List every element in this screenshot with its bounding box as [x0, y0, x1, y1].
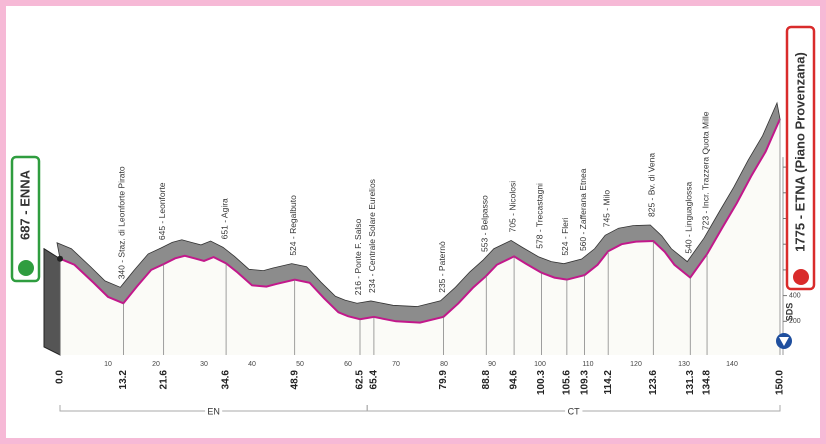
waypoint-label: 723 - Incr. Trazzera Quota Mille [700, 111, 710, 230]
waypoint-km: 105.6 [562, 370, 573, 395]
region-name: EN [207, 406, 220, 416]
finish-arrow [779, 337, 789, 346]
waypoint-km: 123.6 [648, 370, 659, 395]
profile-area [60, 118, 780, 355]
waypoint-km: 0.0 [55, 370, 66, 384]
waypoint-km: 88.8 [481, 370, 492, 390]
y-tick-label: 200 [789, 318, 801, 325]
x-tick-label: 30 [200, 361, 208, 368]
region-name: CT [568, 406, 580, 416]
x-tick-label: 10 [104, 361, 112, 368]
start-face [43, 247, 61, 356]
x-tick-label: 40 [248, 361, 256, 368]
start-dot [57, 255, 63, 262]
x-tick-label: 140 [726, 361, 738, 368]
waypoint-label: 745 - Milo [601, 190, 611, 228]
waypoint-km: 131.3 [685, 370, 696, 395]
waypoint-km: 150.0 [775, 370, 786, 395]
x-tick-label: 100 [534, 361, 546, 368]
waypoint-km: 109.3 [579, 370, 590, 395]
waypoint-km: 94.6 [509, 370, 520, 390]
profile-line [59, 118, 781, 324]
finish-icon [793, 269, 809, 285]
waypoint-km: 79.9 [438, 370, 449, 390]
region-bracket [366, 405, 781, 412]
waypoint-label: 524 - Fleri [560, 217, 570, 255]
waypoint-label: 705 - Nicolosi [507, 181, 517, 233]
waypoint-km: 114.2 [603, 370, 614, 395]
finish-box [785, 25, 816, 291]
start-icon [18, 260, 34, 276]
waypoint-km: 65.4 [369, 370, 380, 390]
x-tick-label: 70 [392, 361, 400, 368]
waypoint-label: 651 - Agira [219, 198, 229, 239]
x-tick-label: 120 [630, 361, 642, 368]
x-tick-label: 20 [152, 361, 160, 368]
waypoint-label: 540 - Linguaglossa [683, 182, 693, 254]
waypoint-label: 578 - Trecastagni [535, 183, 545, 249]
waypoint-label: 235 - Paternò [437, 241, 447, 293]
panel [6, 6, 820, 438]
waypoint-km: 21.6 [158, 370, 169, 390]
waypoint-label: 234 - Centrale Solare Eurelios [367, 179, 377, 293]
x-tick-label: 60 [344, 361, 352, 368]
waypoint-km: 62.5 [355, 370, 366, 390]
waypoint-label: 340 - Staz. di Leonforte Pirato [117, 166, 127, 279]
waypoint-label: 560 - Zafferana Etnea [578, 168, 588, 251]
waypoint-label: 645 - Leonforte [157, 182, 167, 240]
x-tick-label: 90 [488, 361, 496, 368]
logo: SDS [784, 303, 794, 322]
waypoint-label: 524 - Regalbuto [288, 195, 298, 256]
waypoint-km: 134.8 [702, 370, 713, 395]
x-tick-label: 80 [440, 361, 448, 368]
waypoint-km: 48.9 [289, 370, 300, 390]
start-box [10, 155, 41, 283]
waypoint-label: 553 - Belpasso [479, 195, 489, 252]
x-tick-label: 110 [582, 361, 593, 368]
waypoint-km: 100.3 [536, 370, 547, 395]
start-label: 687 - ENNA [17, 169, 32, 240]
finish-label: 1775 - ETNA (Piano Provenzana) [792, 52, 807, 252]
waypoint-label: 216 - Ponte F. Salso [353, 218, 363, 295]
x-tick-label: 130 [678, 361, 690, 368]
x-tick-label: 50 [296, 361, 304, 368]
waypoint-km: 34.6 [221, 370, 232, 390]
waypoint-km: 13.2 [118, 370, 129, 390]
y-tick-label: 400 [789, 292, 801, 299]
waypoint-label: 825 - Bv. di Vena [647, 153, 657, 217]
